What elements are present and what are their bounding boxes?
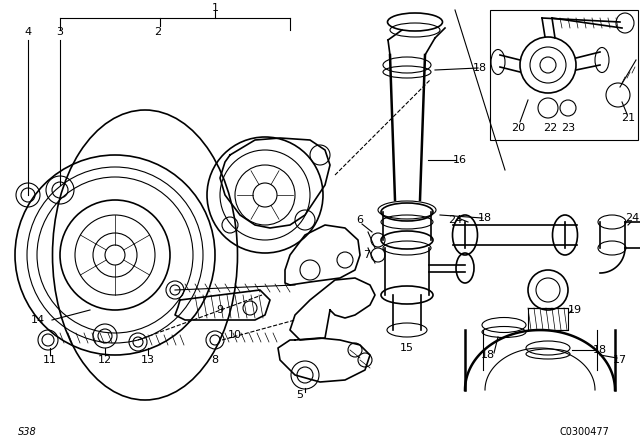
Text: 21: 21 — [621, 113, 635, 123]
Bar — [528, 308, 568, 330]
Text: S38: S38 — [18, 427, 36, 437]
Text: 4: 4 — [24, 27, 31, 37]
Text: 13: 13 — [141, 355, 155, 365]
Text: 8: 8 — [211, 355, 219, 365]
Text: 20: 20 — [511, 123, 525, 133]
Text: 18: 18 — [478, 213, 492, 223]
Text: 22: 22 — [543, 123, 557, 133]
Text: 3: 3 — [56, 27, 63, 37]
Text: 16: 16 — [453, 155, 467, 165]
Text: 14: 14 — [31, 315, 45, 325]
Text: 24: 24 — [625, 213, 639, 223]
Text: 12: 12 — [98, 355, 112, 365]
Text: 18: 18 — [473, 63, 487, 73]
Text: 24: 24 — [448, 215, 462, 225]
Text: 17: 17 — [613, 355, 627, 365]
Text: 15: 15 — [400, 343, 414, 353]
Text: C0300477: C0300477 — [560, 427, 610, 437]
Text: 2: 2 — [154, 27, 161, 37]
Text: 23: 23 — [561, 123, 575, 133]
Bar — [490, 10, 638, 140]
Text: 18: 18 — [593, 345, 607, 355]
Text: 19: 19 — [568, 305, 582, 315]
Text: 9: 9 — [216, 305, 223, 315]
Text: 5: 5 — [296, 390, 303, 400]
Text: 10: 10 — [228, 330, 242, 340]
Text: 6: 6 — [356, 215, 364, 225]
Text: 11: 11 — [43, 355, 57, 365]
Text: 1: 1 — [211, 3, 218, 13]
Text: 7: 7 — [364, 250, 371, 260]
Text: 18: 18 — [481, 350, 495, 360]
